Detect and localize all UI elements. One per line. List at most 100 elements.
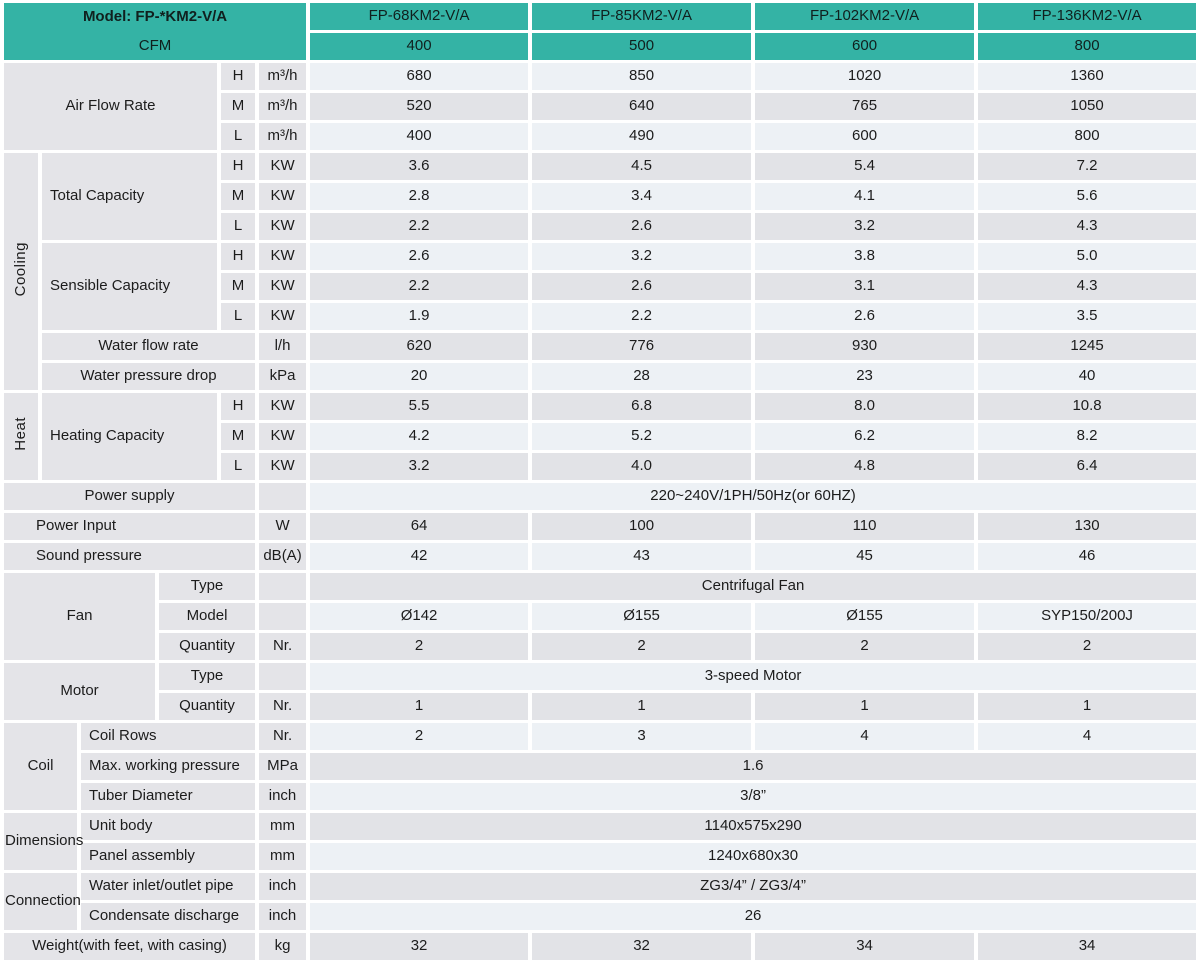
unit-cell: m³/h <box>259 123 307 150</box>
value-cell: 2.6 <box>755 303 975 330</box>
value-cell: 5.0 <box>978 243 1197 270</box>
unit-cell: m³/h <box>259 63 307 90</box>
value-cell: Ø155 <box>532 603 752 630</box>
value-cell-span: 1240x680x30 <box>310 843 1197 870</box>
value-cell: 490 <box>532 123 752 150</box>
row-label-water-pipe: Water inlet/outlet pipe <box>81 873 255 900</box>
value-cell: 2 <box>310 633 529 660</box>
value-cell: 640 <box>532 93 752 120</box>
cfm-value: 500 <box>532 33 752 60</box>
unit-cell: KW <box>259 393 307 420</box>
model-header: FP-85KM2-V/A <box>532 3 752 30</box>
value-cell-span: 220~240V/1PH/50Hz(or 60HZ) <box>310 483 1197 510</box>
unit-cell: kg <box>259 933 307 960</box>
value-cell: 2 <box>978 633 1197 660</box>
speed-cell: H <box>221 243 255 270</box>
speed-cell: L <box>221 213 255 240</box>
value-cell: 4.8 <box>755 453 975 480</box>
value-cell: 850 <box>532 63 752 90</box>
value-cell: 10.8 <box>978 393 1197 420</box>
speed-cell: L <box>221 453 255 480</box>
value-cell: 4.2 <box>310 423 529 450</box>
value-cell: 46 <box>978 543 1197 570</box>
value-cell: Ø142 <box>310 603 529 630</box>
value-cell: 1.9 <box>310 303 529 330</box>
speed-cell: M <box>221 273 255 300</box>
unit-cell: inch <box>259 783 307 810</box>
unit-cell: m³/h <box>259 93 307 120</box>
value-cell: 2.2 <box>310 213 529 240</box>
value-cell: 4 <box>755 723 975 750</box>
model-header: FP-102KM2-V/A <box>755 3 975 30</box>
value-cell: 23 <box>755 363 975 390</box>
row-label-fan-model: Model <box>159 603 255 630</box>
value-cell: 7.2 <box>978 153 1197 180</box>
value-cell: 2.2 <box>532 303 752 330</box>
unit-cell: KW <box>259 453 307 480</box>
row-label-coil-rows: Coil Rows <box>81 723 255 750</box>
value-cell: 1 <box>532 693 752 720</box>
value-cell: 620 <box>310 333 529 360</box>
unit-cell: KW <box>259 273 307 300</box>
value-cell: 42 <box>310 543 529 570</box>
row-label-tuber-diameter: Tuber Diameter <box>81 783 255 810</box>
value-cell: 130 <box>978 513 1197 540</box>
value-cell-span: Centrifugal Fan <box>310 573 1197 600</box>
value-cell: 2.8 <box>310 183 529 210</box>
value-cell: 20 <box>310 363 529 390</box>
group-label-coil: Coil <box>4 723 77 810</box>
unit-cell: mm <box>259 843 307 870</box>
row-label-max-working-pressure: Max. working pressure <box>81 753 255 780</box>
unit-cell-empty <box>259 573 307 600</box>
value-cell: 45 <box>755 543 975 570</box>
value-cell: 34 <box>755 933 975 960</box>
group-label-connection: Connection <box>4 873 81 930</box>
row-label-unit-body: Unit body <box>81 813 255 840</box>
value-cell-span: 26 <box>310 903 1197 930</box>
value-cell: 520 <box>310 93 529 120</box>
unit-cell: Nr. <box>259 723 307 750</box>
speed-cell: M <box>221 183 255 210</box>
value-cell: 4.0 <box>532 453 752 480</box>
row-label-air-flow-rate: Air Flow Rate <box>4 63 217 150</box>
group-label-fan: Fan <box>4 573 155 660</box>
value-cell: 2.6 <box>532 273 752 300</box>
unit-cell: dB(A) <box>259 543 307 570</box>
value-cell: 6.8 <box>532 393 752 420</box>
value-cell: 776 <box>532 333 752 360</box>
value-cell: 1 <box>978 693 1197 720</box>
row-label-total-capacity: Total Capacity <box>42 153 217 240</box>
value-cell: 110 <box>755 513 975 540</box>
value-cell: 5.4 <box>755 153 975 180</box>
value-cell: 400 <box>310 123 529 150</box>
unit-cell: Nr. <box>259 633 307 660</box>
unit-cell: l/h <box>259 333 307 360</box>
value-cell: 32 <box>310 933 529 960</box>
cfm-value: 600 <box>755 33 975 60</box>
value-cell: 3.2 <box>755 213 975 240</box>
row-label-sensible-capacity: Sensible Capacity <box>42 243 217 330</box>
value-cell: 2.2 <box>310 273 529 300</box>
value-cell: 3.8 <box>755 243 975 270</box>
model-header: FP-136KM2-V/A <box>978 3 1197 30</box>
value-cell: 6.2 <box>755 423 975 450</box>
value-cell: 2.6 <box>310 243 529 270</box>
value-cell: 800 <box>978 123 1197 150</box>
row-label-heating-capacity: Heating Capacity <box>42 393 217 480</box>
value-cell: 5.2 <box>532 423 752 450</box>
unit-cell: Nr. <box>259 693 307 720</box>
row-label-sound-pressure: Sound pressure <box>4 543 255 570</box>
model-header: FP-68KM2-V/A <box>310 3 529 30</box>
speed-cell: H <box>221 393 255 420</box>
speed-cell: M <box>221 93 255 120</box>
speed-cell: M <box>221 423 255 450</box>
group-label-heat: Heat <box>4 393 38 480</box>
value-cell: 5.5 <box>310 393 529 420</box>
unit-cell: MPa <box>259 753 307 780</box>
value-cell: 1 <box>310 693 529 720</box>
unit-cell: kPa <box>259 363 307 390</box>
value-cell-span: 1140x575x290 <box>310 813 1197 840</box>
value-cell: 3.1 <box>755 273 975 300</box>
model-title: Model: FP-*KM2-V/A <box>82 8 228 25</box>
value-cell: 4 <box>978 723 1197 750</box>
